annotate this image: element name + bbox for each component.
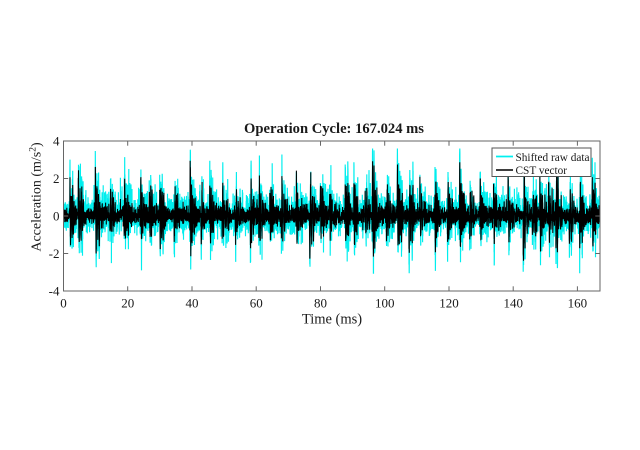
svg-text:20: 20 [121, 296, 134, 311]
svg-text:Time (ms): Time (ms) [302, 312, 362, 328]
svg-text:-2: -2 [49, 246, 60, 261]
svg-text:4: 4 [53, 134, 60, 149]
svg-text:60: 60 [250, 296, 263, 311]
svg-text:2: 2 [53, 171, 60, 186]
svg-text:0: 0 [60, 296, 67, 311]
svg-text:Acceleration (m/s2): Acceleration (m/s2) [29, 142, 45, 252]
svg-text:CST vector: CST vector [516, 165, 568, 177]
svg-text:0: 0 [53, 209, 60, 224]
svg-text:Shifted raw data: Shifted raw data [516, 152, 590, 164]
svg-text:140: 140 [503, 296, 523, 311]
svg-text:-4: -4 [49, 284, 60, 299]
svg-text:100: 100 [375, 296, 395, 311]
svg-text:40: 40 [186, 296, 199, 311]
svg-text:120: 120 [439, 296, 459, 311]
svg-text:80: 80 [314, 296, 327, 311]
svg-text:160: 160 [568, 296, 588, 311]
svg-text:Operation Cycle: 167.024 ms: Operation Cycle: 167.024 ms [244, 121, 424, 137]
